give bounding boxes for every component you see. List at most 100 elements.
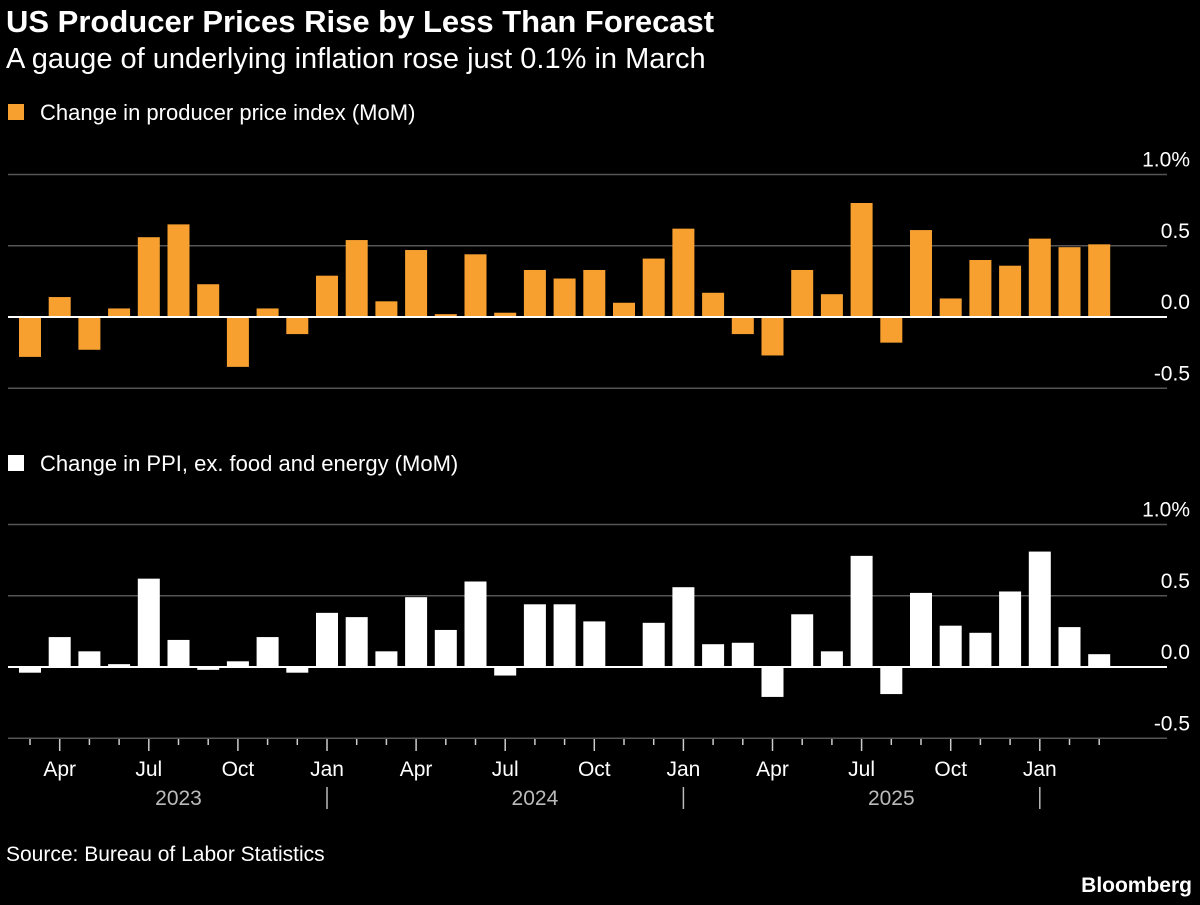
- bar: [494, 667, 517, 676]
- bar: [167, 639, 190, 667]
- bar: [286, 667, 309, 673]
- x-tick-label: Apr: [400, 758, 433, 781]
- bar: [137, 237, 160, 317]
- bar: [583, 269, 606, 317]
- bar: [1088, 654, 1111, 667]
- x-tick-label: Jan: [666, 758, 700, 781]
- bar: [553, 278, 576, 317]
- bar: [583, 621, 606, 667]
- bar: [820, 651, 843, 667]
- bar: [642, 258, 665, 317]
- bar: [405, 597, 428, 667]
- bar: [108, 308, 131, 317]
- x-tick-label: Oct: [578, 758, 611, 781]
- bar: [286, 317, 309, 335]
- bar: [880, 667, 903, 695]
- bar: [820, 294, 843, 317]
- x-tick-label: Apr: [43, 758, 76, 781]
- year-label: 2023: [155, 787, 202, 810]
- bar: [226, 661, 249, 667]
- bar: [197, 284, 220, 317]
- bar: [48, 297, 71, 317]
- bar: [850, 555, 873, 667]
- bar: [434, 629, 457, 667]
- bar: [761, 667, 784, 697]
- x-tick-label: Jan: [310, 758, 344, 781]
- year-label: 2025: [868, 787, 915, 810]
- bar: [642, 622, 665, 667]
- x-tick-label: Oct: [222, 758, 255, 781]
- bar: [672, 228, 695, 317]
- bar: [939, 298, 962, 317]
- bar: [999, 265, 1022, 317]
- x-tick-label: Jan: [1023, 758, 1057, 781]
- bar: [345, 240, 368, 317]
- y-tick-label: 0.0: [1161, 291, 1190, 314]
- bar: [702, 292, 725, 317]
- bar: [880, 317, 903, 343]
- legend-label-core: Change in PPI, ex. food and energy (MoM): [40, 451, 458, 476]
- bar: [731, 317, 754, 335]
- bar: [78, 317, 101, 350]
- legend-swatch-core: [8, 455, 24, 471]
- bar: [405, 250, 428, 317]
- bar: [731, 642, 754, 667]
- bar: [464, 581, 487, 667]
- top-panel: Change in producer price index (MoM) 1.0…: [8, 100, 1190, 389]
- chart-title: US Producer Prices Rise by Less Than For…: [6, 4, 714, 39]
- bar: [553, 604, 576, 667]
- source-note: Source: Bureau of Labor Statistics: [6, 843, 325, 866]
- bar: [48, 637, 71, 667]
- bar: [939, 625, 962, 667]
- bar: [464, 254, 487, 317]
- bar: [702, 644, 725, 667]
- bloomberg-logo: Bloomberg: [1081, 874, 1192, 897]
- bar: [910, 230, 932, 317]
- bar: [494, 312, 517, 317]
- bar: [1028, 238, 1051, 317]
- year-label: 2024: [512, 787, 559, 810]
- bar: [523, 269, 546, 317]
- legend-swatch-ppi: [8, 104, 24, 120]
- y-tick-label: 1.0%: [1142, 499, 1190, 522]
- bar: [613, 302, 635, 317]
- bar: [791, 614, 814, 667]
- bar: [672, 587, 695, 667]
- chart-subtitle: A gauge of underlying inflation rose jus…: [6, 43, 706, 75]
- bar: [167, 224, 190, 317]
- x-tick-label: Apr: [756, 758, 789, 781]
- bar: [19, 317, 41, 357]
- bar: [256, 308, 279, 317]
- y-tick-label: -0.5: [1154, 362, 1190, 385]
- bar: [999, 591, 1022, 667]
- bar: [108, 664, 131, 667]
- y-tick-label: 0.5: [1161, 570, 1190, 593]
- legend-label-ppi: Change in producer price index (MoM): [40, 100, 415, 125]
- bar: [256, 637, 279, 667]
- x-tick-label: Jul: [492, 758, 519, 781]
- bar: [1028, 551, 1051, 667]
- bar: [1058, 247, 1081, 317]
- bar: [316, 275, 338, 317]
- x-tick-label: Jul: [135, 758, 162, 781]
- bottom-panel: Change in PPI, ex. food and energy (MoM)…: [8, 451, 1190, 810]
- bar: [969, 260, 992, 317]
- bar: [375, 301, 398, 317]
- bar: [1088, 244, 1111, 317]
- bar: [316, 612, 338, 667]
- bar: [969, 632, 992, 667]
- y-tick-label: 0.5: [1161, 220, 1190, 243]
- y-tick-label: 0.0: [1161, 641, 1190, 664]
- y-tick-label: -0.5: [1154, 712, 1190, 735]
- x-tick-label: Oct: [934, 758, 967, 781]
- bar: [791, 269, 814, 317]
- bar: [345, 617, 368, 667]
- y-tick-label: 1.0%: [1142, 149, 1190, 172]
- bar: [910, 592, 932, 667]
- bar: [19, 667, 41, 673]
- bar: [434, 314, 457, 317]
- bar: [78, 651, 101, 667]
- x-tick-label: Jul: [848, 758, 875, 781]
- bar: [850, 203, 873, 317]
